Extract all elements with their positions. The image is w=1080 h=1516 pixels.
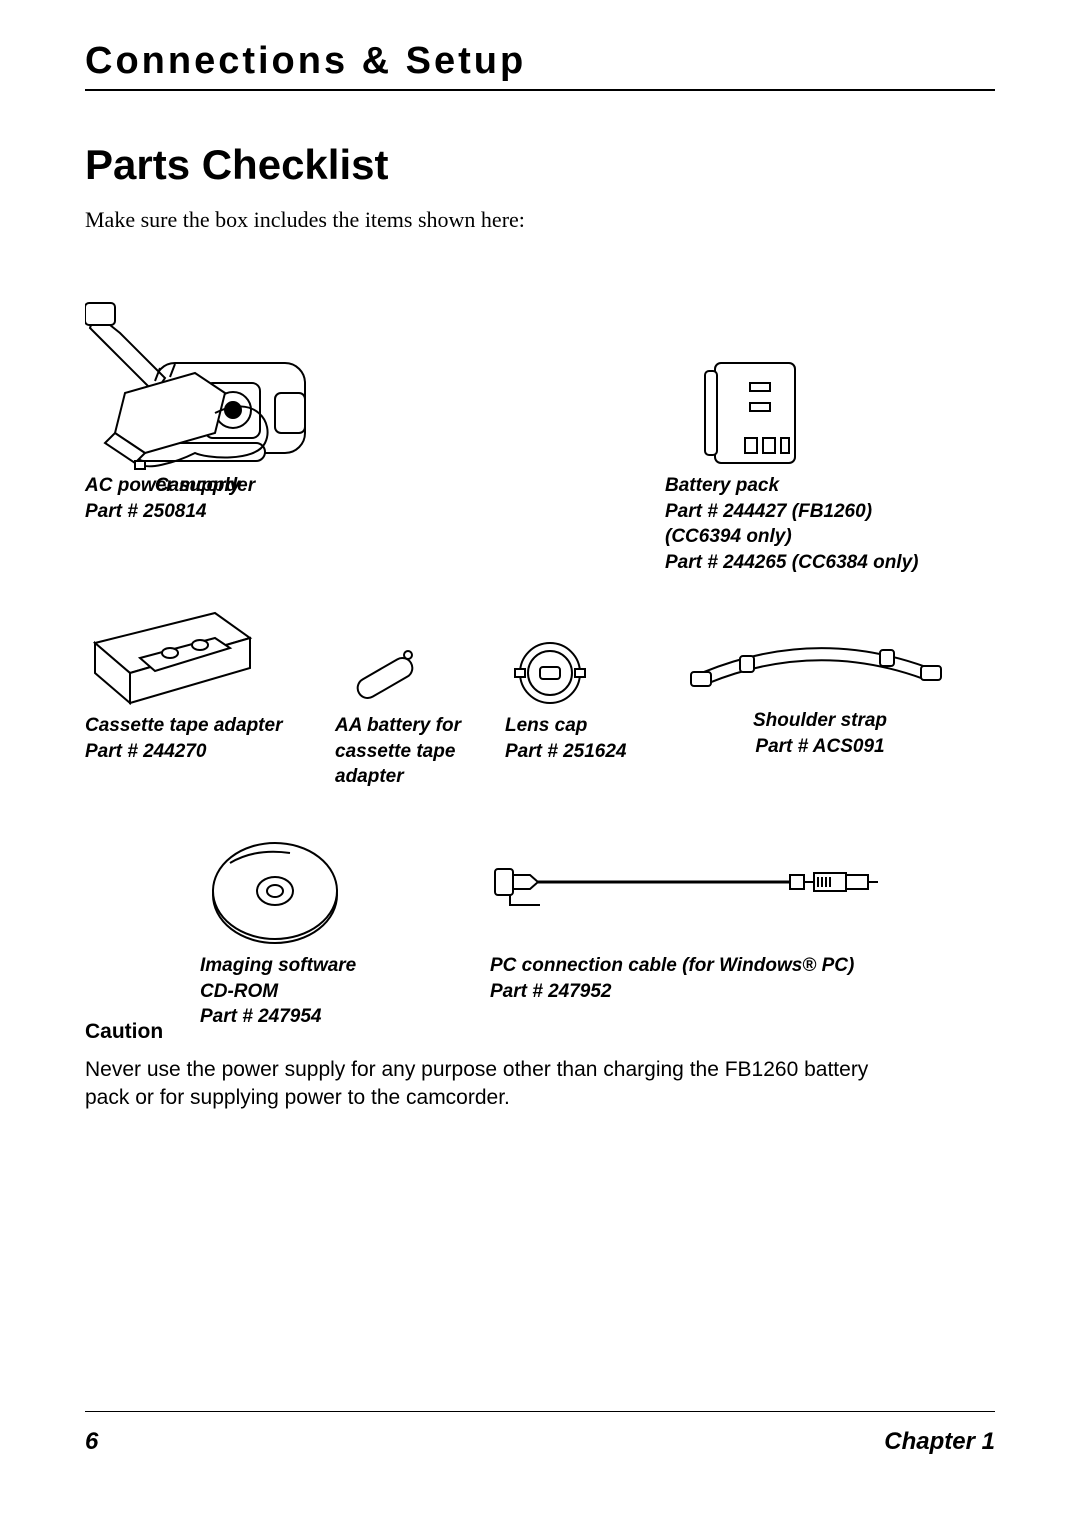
pc-cable-label: PC connection cable (for Windows® PC) Pa… bbox=[490, 953, 910, 1004]
caution-block: Caution Never use the power supply for a… bbox=[85, 1020, 915, 1113]
item-lens-cap: Lens cap Part # 251624 bbox=[505, 633, 665, 764]
shoulder-strap-icon bbox=[685, 628, 945, 708]
lens-cap-icon bbox=[505, 633, 595, 713]
aa-battery-label: AA battery for cassette tape adapter bbox=[335, 713, 495, 790]
cassette-adapter-label: Cassette tape adapter Part # 244270 bbox=[85, 713, 315, 764]
battery-label: Battery pack Part # 244427 (FB1260) (CC6… bbox=[665, 473, 985, 576]
section-title: Parts Checklist bbox=[85, 141, 995, 189]
ac-power-label: AC power supply Part # 250814 bbox=[85, 473, 305, 524]
item-ac-power: AC power supply Part # 250814 bbox=[85, 363, 305, 524]
ac-power-icon bbox=[85, 363, 285, 473]
chapter-header: Connections & Setup bbox=[85, 40, 995, 91]
pc-cable-icon bbox=[490, 853, 880, 913]
item-battery: Battery pack Part # 244427 (FB1260) (CC6… bbox=[665, 353, 985, 576]
page-number: 6 bbox=[85, 1428, 98, 1456]
intro-text: Make sure the box includes the items sho… bbox=[85, 207, 995, 233]
cassette-adapter-icon bbox=[85, 603, 255, 713]
shoulder-strap-label: Shoulder strap Part # ACS091 bbox=[685, 708, 955, 759]
chapter-title: Connections & Setup bbox=[85, 40, 995, 83]
battery-icon bbox=[695, 353, 815, 473]
chapter-reference: Chapter 1 bbox=[884, 1428, 995, 1456]
item-pc-cable: PC connection cable (for Windows® PC) Pa… bbox=[490, 853, 910, 1004]
item-cassette-adapter: Cassette tape adapter Part # 244270 bbox=[85, 603, 315, 764]
cdrom-label: Imaging software CD-ROM Part # 247954 bbox=[200, 953, 430, 1030]
cdrom-icon bbox=[200, 833, 350, 953]
item-aa-battery: AA battery for cassette tape adapter bbox=[335, 633, 495, 790]
item-shoulder-strap: Shoulder strap Part # ACS091 bbox=[685, 628, 955, 759]
page-footer: 6 Chapter 1 bbox=[85, 1411, 995, 1456]
lens-cap-label: Lens cap Part # 251624 bbox=[505, 713, 665, 764]
item-cdrom: Imaging software CD-ROM Part # 247954 bbox=[200, 833, 430, 1030]
caution-text: Never use the power supply for any purpo… bbox=[85, 1056, 915, 1113]
aa-battery-icon bbox=[335, 633, 435, 713]
caution-heading: Caution bbox=[85, 1020, 915, 1044]
